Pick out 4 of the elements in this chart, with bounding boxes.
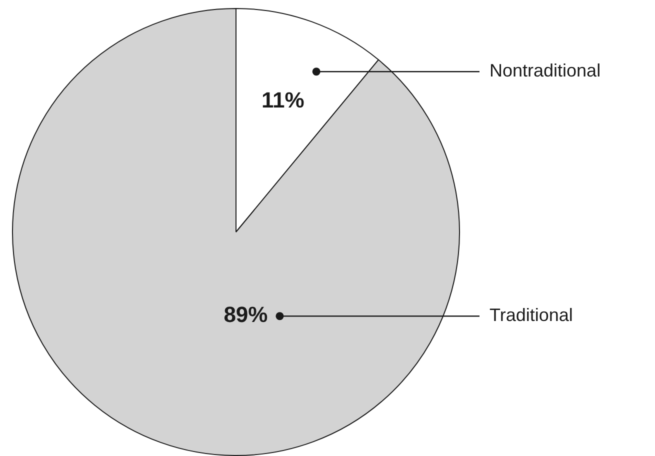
data-label: 89% <box>224 302 268 328</box>
slice-label: Traditional <box>490 305 573 326</box>
data-label: 11% <box>262 88 304 113</box>
slice-label: Nontraditional <box>490 60 601 81</box>
